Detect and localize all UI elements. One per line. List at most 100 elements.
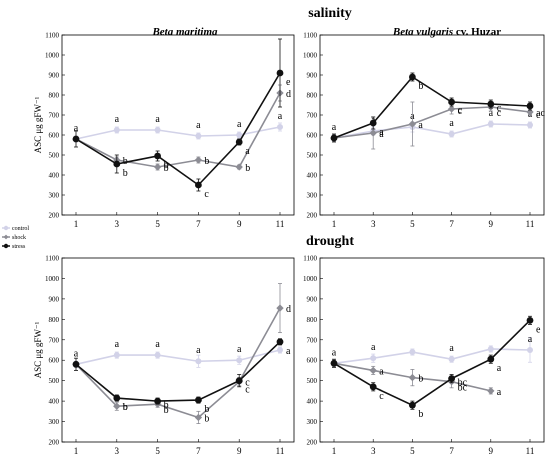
y-tick-label: 1000 [303, 52, 318, 60]
significance-label: a [74, 123, 79, 134]
y-tick-label: 600 [307, 132, 318, 140]
data-point-stress [448, 375, 455, 383]
significance-label: b [418, 409, 423, 420]
y-tick-label: 900 [307, 72, 318, 80]
panel-title-right-species: Beta vulgaris [392, 26, 453, 38]
data-point-control [195, 133, 202, 139]
significance-label: a [449, 118, 454, 129]
y-tick-label: 200 [49, 212, 60, 220]
data-point-control [236, 357, 243, 364]
y-tick-label: 1100 [45, 255, 59, 263]
series-line-stress [333, 75, 531, 139]
data-point-control [487, 121, 494, 127]
data-point-shock [194, 413, 203, 422]
data-point-stress [526, 316, 534, 324]
data-point-stress [369, 119, 377, 127]
data-point-shock [408, 120, 417, 128]
chart-salinity-beta-maritima: 200 300 400 500 600 700 800 900 1000 1100 1 3 5 7 9 11 A… [33, 32, 295, 229]
significance-label: d [286, 304, 291, 315]
series-line-shock [75, 307, 281, 419]
plot-frame [319, 257, 545, 443]
significance-label: a [449, 343, 454, 354]
series-line-control [75, 126, 281, 140]
series-shock: a b bc a [330, 359, 502, 398]
significance-label: a [371, 342, 376, 353]
significance-label: b [164, 405, 169, 416]
x-tick-label: 11 [526, 446, 535, 456]
data-point-stress [154, 397, 162, 405]
x-tick-label: 5 [155, 219, 160, 229]
y-tick-label: 800 [307, 92, 318, 100]
y-tick-label: 800 [49, 316, 60, 324]
y-tick-label: 1100 [303, 255, 317, 263]
data-point-control [448, 356, 455, 363]
significance-label: a [528, 334, 533, 345]
data-point-shock [447, 105, 456, 113]
legend-item-control: control [2, 225, 29, 232]
significance-label: b [164, 160, 169, 171]
y-tick-label: 600 [49, 357, 60, 365]
data-point-control [409, 349, 416, 356]
data-point-shock [153, 163, 162, 171]
data-point-shock [276, 304, 284, 312]
data-point-stress [235, 138, 243, 146]
data-point-stress [369, 383, 377, 391]
y-tick-label: 400 [307, 398, 318, 406]
significance-label: a [155, 114, 160, 125]
significance-label: a [379, 366, 384, 377]
y-tick-label: 600 [49, 132, 60, 140]
x-tick-label: 3 [371, 219, 376, 229]
y-tick-label: 1000 [45, 52, 60, 60]
series-shock: aac c ac [330, 101, 545, 150]
data-point-control [154, 127, 161, 133]
significance-label: a [115, 339, 120, 350]
x-tick-label: 7 [196, 446, 201, 456]
x-tick-label: 3 [115, 446, 120, 456]
data-point-control [527, 347, 533, 353]
data-point-control [277, 124, 283, 130]
data-point-stress [330, 359, 338, 367]
x-tick-label: 1 [332, 446, 337, 456]
data-point-shock [194, 156, 203, 164]
series-line-stress [333, 319, 531, 407]
y-tick-label: 700 [307, 112, 318, 120]
y-tick-label: 500 [49, 377, 60, 385]
y-tick-label: 1000 [303, 275, 318, 283]
significance-label: a [237, 344, 242, 355]
y-tick-label: 700 [307, 336, 318, 344]
y-tick-label: 300 [307, 192, 318, 200]
legend-item-shock: shock [2, 234, 26, 241]
panel-title-left: Beta maritima [151, 26, 218, 38]
significance-label: a [237, 119, 242, 130]
significance-label: bc [458, 378, 468, 389]
x-tick-label: 9 [489, 219, 494, 229]
y-tick-label: 1000 [45, 275, 60, 283]
data-point-stress [330, 134, 338, 142]
y-axis-label: ASC μg gFW⁻¹ [33, 321, 43, 378]
significance-label: a [489, 108, 494, 119]
significance-label: c [458, 105, 463, 116]
significance-label: c [497, 108, 502, 119]
y-tick-label: 1100 [303, 32, 317, 40]
x-tick-label: 11 [276, 219, 285, 229]
legend-item-stress: stress [2, 243, 26, 250]
y-tick-label: 400 [49, 172, 60, 180]
series-control: a aa a [73, 339, 283, 368]
series-control: a a a a a [73, 111, 283, 143]
significance-label: c [458, 106, 463, 117]
y-tick-label: 300 [49, 192, 60, 200]
x-tick-label: 5 [410, 219, 415, 229]
significance-label: a [115, 114, 120, 125]
y-tick-label: 1100 [45, 32, 59, 40]
significance-label: c [379, 391, 384, 402]
significance-label: c [497, 103, 502, 114]
legend-label-shock: shock [12, 235, 26, 241]
legend-label-control: control [12, 226, 29, 232]
significance-label: b [123, 402, 128, 413]
series-line-shock [333, 106, 531, 139]
data-point-shock [487, 387, 495, 395]
y-tick-label: 900 [307, 295, 318, 303]
y-tick-label: 200 [49, 439, 60, 447]
